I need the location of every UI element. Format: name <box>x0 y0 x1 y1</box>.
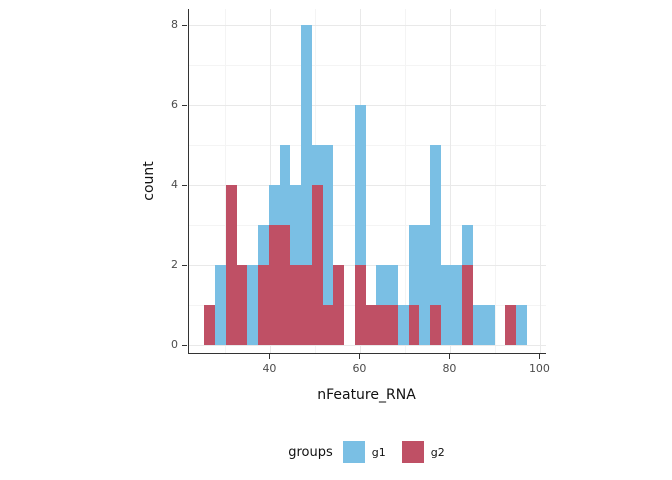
y-tick-label: 8 <box>171 18 178 31</box>
histogram-bar-g1 <box>354 105 366 345</box>
histogram-bar-g1 <box>301 25 312 345</box>
y-tick-label: 2 <box>171 258 178 271</box>
histogram-bar-g1 <box>473 305 484 345</box>
histogram-bar-g1 <box>440 265 452 345</box>
histogram-bar-g2 <box>204 305 216 345</box>
histogram-bar-g2 <box>333 265 345 345</box>
histogram-bar-g2 <box>408 305 420 345</box>
x-axis-tick <box>358 354 360 359</box>
histogram-bar-g1 <box>397 305 409 345</box>
gridline-minor-vertical <box>224 9 226 353</box>
y-axis-tick <box>182 184 187 186</box>
gridline-major-horizontal <box>189 264 546 266</box>
x-tick-label: 40 <box>262 362 277 375</box>
histogram-bar-g2 <box>311 185 323 345</box>
y-axis-tick <box>182 264 187 266</box>
gridline-minor-vertical <box>404 9 406 353</box>
gridline-major-vertical <box>449 9 451 353</box>
histogram-bar-g2 <box>301 265 312 345</box>
gridline-major-vertical <box>539 9 541 353</box>
histogram-bar-g2 <box>354 265 366 345</box>
histogram-bar-g2 <box>376 305 388 345</box>
legend-key-g1-swatch <box>342 441 365 463</box>
x-tick-label: 100 <box>528 362 550 375</box>
y-axis-tick <box>182 344 187 346</box>
gridline-minor-vertical <box>494 9 496 353</box>
gridline-major-horizontal <box>189 24 546 26</box>
histogram-bar-g1 <box>451 265 463 345</box>
gridline-minor-horizontal <box>189 144 546 146</box>
legend: groups g1 g2 <box>188 437 545 467</box>
histogram-bar-g2 <box>268 225 280 345</box>
y-tick-label: 4 <box>171 178 178 191</box>
y-tick-label: 6 <box>171 98 178 111</box>
histogram-bar-g2 <box>322 305 334 345</box>
x-tick-label: 60 <box>352 362 367 375</box>
histogram-bar-g1 <box>322 145 334 345</box>
gridline-minor-horizontal <box>189 224 546 226</box>
gridline-major-vertical <box>269 9 271 353</box>
histogram-bar-g2 <box>290 265 302 345</box>
legend-title: groups <box>288 444 333 460</box>
histogram-bar-g1 <box>408 225 420 345</box>
x-axis-tick <box>538 354 540 359</box>
histogram-bar-g1 <box>483 305 495 345</box>
histogram-bar-g2 <box>505 305 517 345</box>
x-axis-tick <box>268 354 270 359</box>
legend-label-g1: g1 <box>371 445 386 459</box>
y-axis-tick <box>182 104 187 106</box>
x-axis-title: nFeature_RNA <box>317 387 416 403</box>
histogram-bar-g2 <box>236 265 248 345</box>
y-tick-label: 0 <box>171 338 178 351</box>
histogram-bar-g2 <box>258 265 269 345</box>
x-axis-tick <box>448 354 450 359</box>
histogram-bar-g2 <box>365 305 377 345</box>
gridline-minor-horizontal <box>189 64 546 66</box>
gridline-major-horizontal <box>189 184 546 186</box>
y-axis-tick <box>182 24 187 26</box>
histogram-bar-g1 <box>430 145 441 345</box>
gridline-major-horizontal <box>189 344 546 346</box>
histogram-bar-g2 <box>279 225 291 345</box>
histogram-bar-g2 <box>462 265 474 345</box>
histogram-bar-g2 <box>430 305 441 345</box>
histogram-bar-g1 <box>516 305 527 345</box>
plot-panel <box>188 9 546 354</box>
x-tick-label: 80 <box>442 362 457 375</box>
gridline-major-horizontal <box>189 104 546 106</box>
histogram-bar-g1 <box>215 265 226 345</box>
histogram-bar-g1 <box>419 225 431 345</box>
histogram-bar-g2 <box>387 305 398 345</box>
legend-label-g2: g2 <box>430 445 445 459</box>
legend-key-g2-swatch <box>401 441 424 463</box>
histogram-bar-g2 <box>225 185 237 345</box>
histogram-bar-g1 <box>247 265 259 345</box>
